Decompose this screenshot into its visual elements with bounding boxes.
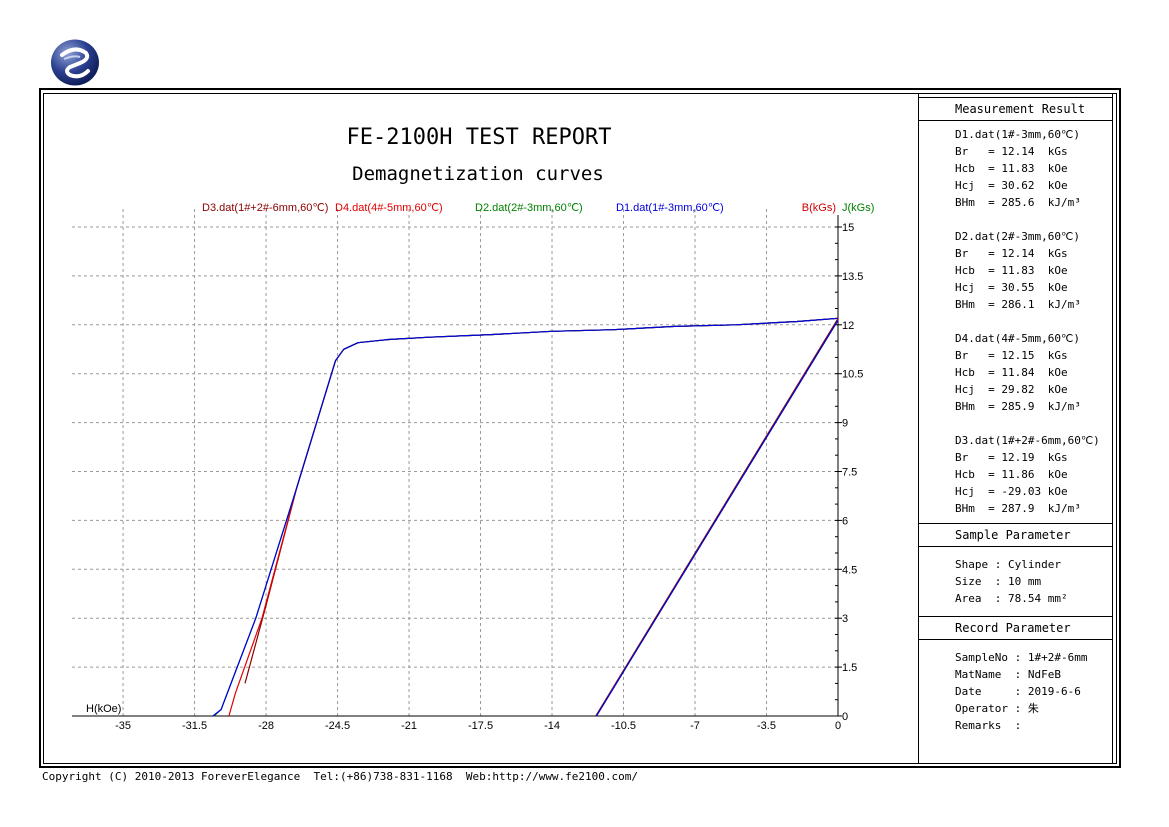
panel-row: BHm = 286.1 kJ/m³ [955,298,1081,311]
panel-row: Br = 12.14 kGs [955,145,1068,158]
legend-entry: D2.dat(2#-3mm,60℃) [475,202,583,214]
panel-row: Date : 2019-6-6 [955,685,1081,698]
demagnetization-chart: FE-2100H TEST REPORT Demagnetization cur… [72,125,874,732]
series-line-b [595,319,839,717]
sidebar-divider [918,94,919,763]
y-tick-label: 3 [842,613,848,625]
x-tick-label: 0 [835,720,841,732]
panel-row: Shape : Cylinder [955,558,1061,571]
y-tick-label: 1.5 [842,662,857,674]
measurement-group: D1.dat(1#-3mm,60℃) Br = 12.14 kGs Hcb = 11… [955,126,1115,211]
panel-row: BHm = 287.9 kJ/m³ [955,502,1081,515]
panel-row: BHm = 285.6 kJ/m³ [955,196,1081,209]
measurement-group: D4.dat(4#-5mm,60℃) Br = 12.15 kGs Hcb = 11… [955,330,1115,415]
y-axis-label-j: J(kGs) [842,202,874,214]
series-line-j [213,317,839,717]
chart-series [212,317,839,717]
x-tick-label: -10.5 [611,720,636,732]
chart-title: FE-2100H TEST REPORT [347,125,612,150]
x-tick-label: -24.5 [325,720,350,732]
x-tick-label: -31.5 [182,720,207,732]
x-tick-label: -17.5 [468,720,493,732]
series-line-j [228,317,839,717]
x-tick-label: -28 [258,720,274,732]
y-tick-label: 0 [842,711,848,723]
panel-row: Size : 10 mm [955,575,1042,588]
legend-entry: D4.dat(4#-5mm,60℃) [335,202,443,214]
legend-entry: D3.dat(1#+2#-6mm,60℃) [202,202,328,214]
company-logo [51,39,99,86]
panel-row: Br = 12.19 kGs [955,451,1068,464]
panel-row: Br = 12.14 kGs [955,247,1068,260]
chart-legend: D3.dat(1#+2#-6mm,60℃) D4.dat(4#-5mm,60℃) D… [202,202,724,214]
y-tick-label: 12 [842,320,854,332]
panel-row: Br = 12.15 kGs [955,349,1068,362]
copyright-footer: Copyright (C) 2010-2013 ForeverElegance … [42,770,639,783]
y-tick-label: 13.5 [842,271,863,283]
panel-row: Hcb = 11.86 kOe [955,468,1068,481]
panel-row: Area : 78.54 mm² [955,592,1068,605]
y-tick-label: 10.5 [842,369,863,381]
x-tick-label: -21 [401,720,417,732]
x-tick-label: -35 [115,720,131,732]
x-tick-label: -7 [690,720,700,732]
legend-entry: D1.dat(1#-3mm,60℃) [616,202,724,214]
panel-row: Hcj = -29.03 kOe [955,485,1068,498]
sidebar-right-border [1112,94,1113,763]
sample-parameter-body: Shape : Cylinder Size : 10 mm Area : 78.54… [955,556,1115,607]
panel-row-title: D4.dat(4#-5mm,60℃) [955,332,1080,345]
record-parameter-header: Record Parameter [919,616,1113,640]
y-axis-label-b: B(kGs) [802,202,836,214]
panel-row: Hcb = 11.83 kOe [955,264,1068,277]
x-axis-label: H(kOe) [86,703,121,715]
panel-row: BHm = 285.9 kJ/m³ [955,400,1081,413]
report-inner-frame [43,93,1117,764]
panel-row-title: D2.dat(2#-3mm,60℃) [955,230,1080,243]
y-tick-label: 6 [842,515,848,527]
measurement-result-header: Measurement Result [919,97,1113,121]
panel-row-title: D1.dat(1#-3mm,60℃) [955,128,1080,141]
panel-row: Hcj = 29.82 kOe [955,383,1068,396]
panel-row: Hcb = 11.84 kOe [955,366,1068,379]
x-tick-label: -3.5 [757,720,776,732]
measurement-result-body: D1.dat(1#-3mm,60℃) Br = 12.14 kGs Hcb = 11… [955,126,1115,534]
panel-row: Hcb = 11.83 kOe [955,162,1068,175]
panel-row: SampleNo : 1#+2#-6mm [955,651,1088,664]
chart-subtitle: Demagnetization curves [352,163,604,185]
sample-parameter-header: Sample Parameter [919,523,1113,547]
chart-axes: -35 -31.5 -28 -24.5 -21 -17.5 -14 -10.5 -7 -3.5 00… [72,202,874,732]
series-line-j [212,317,839,717]
series-line-j [244,317,839,684]
panel-row: Remarks : [955,719,1022,732]
panel-row: Operator : 朱 [955,702,1039,715]
y-tick-label: 4.5 [842,564,857,576]
y-tick-label: 7.5 [842,467,857,479]
x-tick-label: -14 [544,720,560,732]
report-outer-frame [39,88,1121,768]
measurement-group: D2.dat(2#-3mm,60℃) Br = 12.14 kGs Hcb = 11… [955,228,1115,313]
panel-row-title: D3.dat(1#+2#-6mm,60℃) [955,434,1100,447]
panel-row: Hcj = 30.62 kOe [955,179,1068,192]
panel-row: Hcj = 30.55 kOe [955,281,1068,294]
panel-row: MatName : NdFeB [955,668,1061,681]
y-tick-label: 9 [842,418,848,430]
y-tick-label: 15 [842,222,854,234]
measurement-group: D3.dat(1#+2#-6mm,60℃) Br = 12.19 kGs Hcb =… [955,432,1115,517]
record-parameter-body: SampleNo : 1#+2#-6mm MatName : NdFeB Date … [955,649,1115,734]
chart-grid [72,209,838,716]
